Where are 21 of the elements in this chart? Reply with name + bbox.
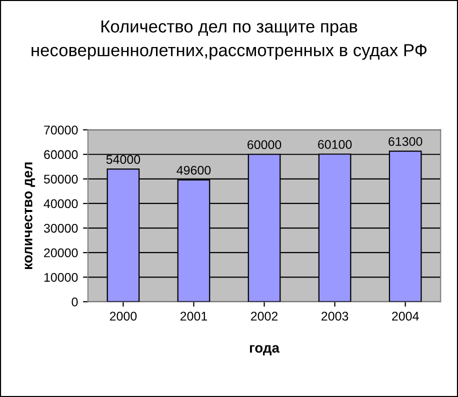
- x-tick-label: 2002: [250, 312, 278, 321]
- y-tick-label: 60000: [44, 150, 78, 160]
- data-label: 54000: [106, 155, 140, 164]
- x-tick-label: 2004: [392, 312, 419, 321]
- y-tick-label: 40000: [44, 199, 78, 208]
- data-label: 60100: [318, 140, 352, 149]
- y-tick-label: 30000: [44, 224, 78, 233]
- x-axis-title: года: [250, 345, 280, 356]
- data-label: 49600: [176, 166, 211, 175]
- x-tick-label: 2001: [180, 312, 208, 321]
- y-tick-label: 20000: [44, 248, 78, 258]
- y-tick-label: 0: [72, 298, 78, 306]
- y-axis-title: количество дел: [24, 162, 36, 270]
- data-label: 60000: [248, 140, 282, 150]
- y-tick-label: 70000: [44, 126, 78, 134]
- x-tick-label: 2003: [322, 312, 348, 321]
- x-tick-label: 2000: [110, 312, 137, 321]
- y-tick-label: 10000: [44, 272, 78, 282]
- chart-title: Количество дел по защите прав несовершеннолетних,рассмотренных в судах РФ: [32, 20, 427, 60]
- data-label: 61300: [388, 137, 422, 146]
- y-tick-label: 50000: [44, 174, 78, 184]
